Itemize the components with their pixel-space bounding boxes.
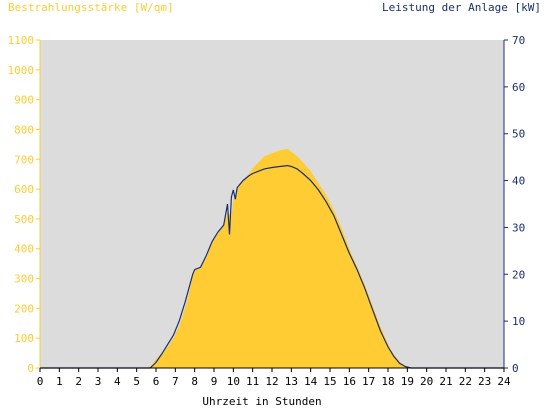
x-tick-label: 10 — [227, 375, 240, 388]
x-tick-label: 14 — [304, 375, 318, 388]
x-tick-label: 5 — [133, 375, 140, 388]
left-tick-label: 200 — [14, 302, 34, 315]
irradiance-area — [40, 148, 504, 368]
left-tick-label: 100 — [14, 332, 34, 345]
right-tick-label: 40 — [512, 175, 525, 188]
right-tick-label: 20 — [512, 268, 525, 281]
left-axis-title: Bestrahlungsstärke [W/qm] — [8, 1, 174, 14]
x-tick-label: 20 — [420, 375, 433, 388]
left-tick-label: 800 — [14, 123, 34, 136]
x-tick-label: 13 — [285, 375, 298, 388]
right-tick-label: 10 — [512, 315, 525, 328]
power-line — [40, 164, 504, 369]
x-tick-label: 23 — [478, 375, 491, 388]
x-tick-label: 18 — [381, 375, 394, 388]
x-tick-label: 11 — [246, 375, 259, 388]
series-layer — [40, 148, 504, 369]
x-tick-label: 16 — [343, 375, 356, 388]
right-tick-label: 30 — [512, 221, 525, 234]
left-tick-label: 1000 — [8, 64, 35, 77]
x-tick-label: 2 — [75, 375, 82, 388]
left-tick-label: 1100 — [8, 34, 35, 47]
x-tick-label: 17 — [362, 375, 375, 388]
left-tick-label: 500 — [14, 213, 34, 226]
left-tick-label: 700 — [14, 153, 34, 166]
x-tick-label: 24 — [497, 375, 511, 388]
right-tick-label: 60 — [512, 81, 525, 94]
right-axis-title: Leistung der Anlage [kW] — [382, 1, 541, 14]
x-tick-label: 6 — [153, 375, 160, 388]
left-axis-ticks: 0 100 200 300 400 500 600 700 800 900 1000 1100 — [8, 34, 40, 375]
left-tick-label: 900 — [14, 94, 34, 107]
x-axis-title: Uhrzeit in Stunden — [202, 395, 321, 408]
right-tick-label: 50 — [512, 128, 525, 141]
left-tick-label: 0 — [27, 362, 34, 375]
right-tick-label: 70 — [512, 34, 525, 47]
x-tick-label: 19 — [401, 375, 414, 388]
left-tick-label: 400 — [14, 243, 34, 256]
right-axis-ticks: 0 10 20 30 40 50 60 70 — [504, 34, 525, 375]
x-tick-label: 21 — [439, 375, 452, 388]
x-tick-label: 0 — [37, 375, 44, 388]
x-tick-label: 4 — [114, 375, 121, 388]
x-tick-label: 7 — [172, 375, 179, 388]
x-tick-label: 8 — [191, 375, 198, 388]
x-tick-label: 9 — [211, 375, 218, 388]
left-tick-label: 300 — [14, 273, 34, 286]
x-tick-label: 15 — [323, 375, 336, 388]
x-axis-ticks: 0 1 2 3 4 5 6 7 8 9 10 11 12 13 14 15 16 17 18 19 20 21 22 23 24 — [37, 368, 511, 388]
x-tick-label: 12 — [265, 375, 278, 388]
x-tick-label: 3 — [95, 375, 102, 388]
x-tick-label: 1 — [56, 375, 63, 388]
left-tick-label: 600 — [14, 183, 34, 196]
right-tick-label: 0 — [512, 362, 519, 375]
x-tick-label: 22 — [459, 375, 472, 388]
